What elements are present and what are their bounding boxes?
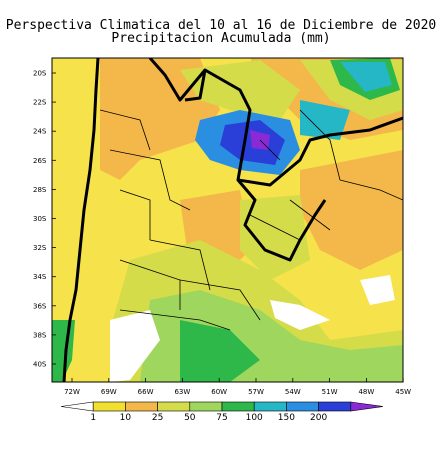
colorbar-label: 25 (152, 413, 163, 423)
colorbar-label: 150 (278, 413, 295, 423)
lat-label: 38S (33, 331, 47, 339)
lat-label: 22S (33, 99, 47, 107)
colorbar-swatch (221, 401, 255, 412)
colorbar-label: 100 (246, 413, 263, 423)
lon-label: 54W (285, 388, 301, 396)
colorbar-swatch (286, 401, 319, 412)
colorbar-label: 200 (310, 413, 327, 423)
map-title: Perspectiva Climatica del 10 al 16 de Di… (5, 18, 437, 33)
lat-label: 20S (33, 70, 47, 78)
lon-label: 48W (358, 388, 374, 396)
colorbar-swatch (189, 401, 223, 412)
latitude-labels: 20S 22S 24S 26S 28S 30S 32S 34S 36S 38S 40S (33, 70, 56, 369)
lon-label: 60W (211, 388, 227, 396)
lat-label: 24S (33, 128, 47, 136)
colorbar-swatch (253, 401, 287, 412)
lon-label: 45W (395, 388, 411, 396)
lat-label: 30S (33, 215, 47, 223)
colorbar-label: 10 (120, 413, 132, 423)
colorbar-label: 75 (216, 413, 227, 423)
colorbar-swatch (350, 401, 384, 412)
colorbar-label: 1 (90, 413, 96, 423)
colorbar-swatch (157, 401, 191, 412)
lat-label: 36S (33, 302, 47, 310)
lon-label: 69W (101, 388, 117, 396)
lat-label: 40S (33, 361, 47, 369)
lat-label: 28S (33, 186, 47, 194)
map-subtitle: Precipitacion Acumulada (mm) (111, 31, 331, 46)
lat-label: 32S (33, 244, 47, 252)
lon-label: 63W (174, 388, 190, 396)
lat-label: 26S (33, 157, 47, 165)
colorbar-swatch (125, 401, 158, 412)
lon-label: 66W (138, 388, 154, 396)
colorbar-label: 50 (184, 413, 196, 423)
longitude-labels: 72W 69W 66W 63W 60W 57W 54W 51W 48W 45W (64, 378, 411, 396)
colorbar: 1 10 25 50 75 100 150 200 (60, 401, 384, 423)
colorbar-swatch (318, 401, 352, 412)
country-borders (62, 58, 403, 382)
lon-label: 72W (64, 388, 80, 396)
map-frame (51, 57, 404, 383)
lon-label: 51W (322, 388, 338, 396)
province-borders (99, 109, 403, 331)
lon-label: 57W (248, 388, 264, 396)
colorbar-swatch (92, 401, 126, 412)
colorbar-swatch (60, 401, 94, 412)
lat-label: 34S (33, 273, 47, 281)
